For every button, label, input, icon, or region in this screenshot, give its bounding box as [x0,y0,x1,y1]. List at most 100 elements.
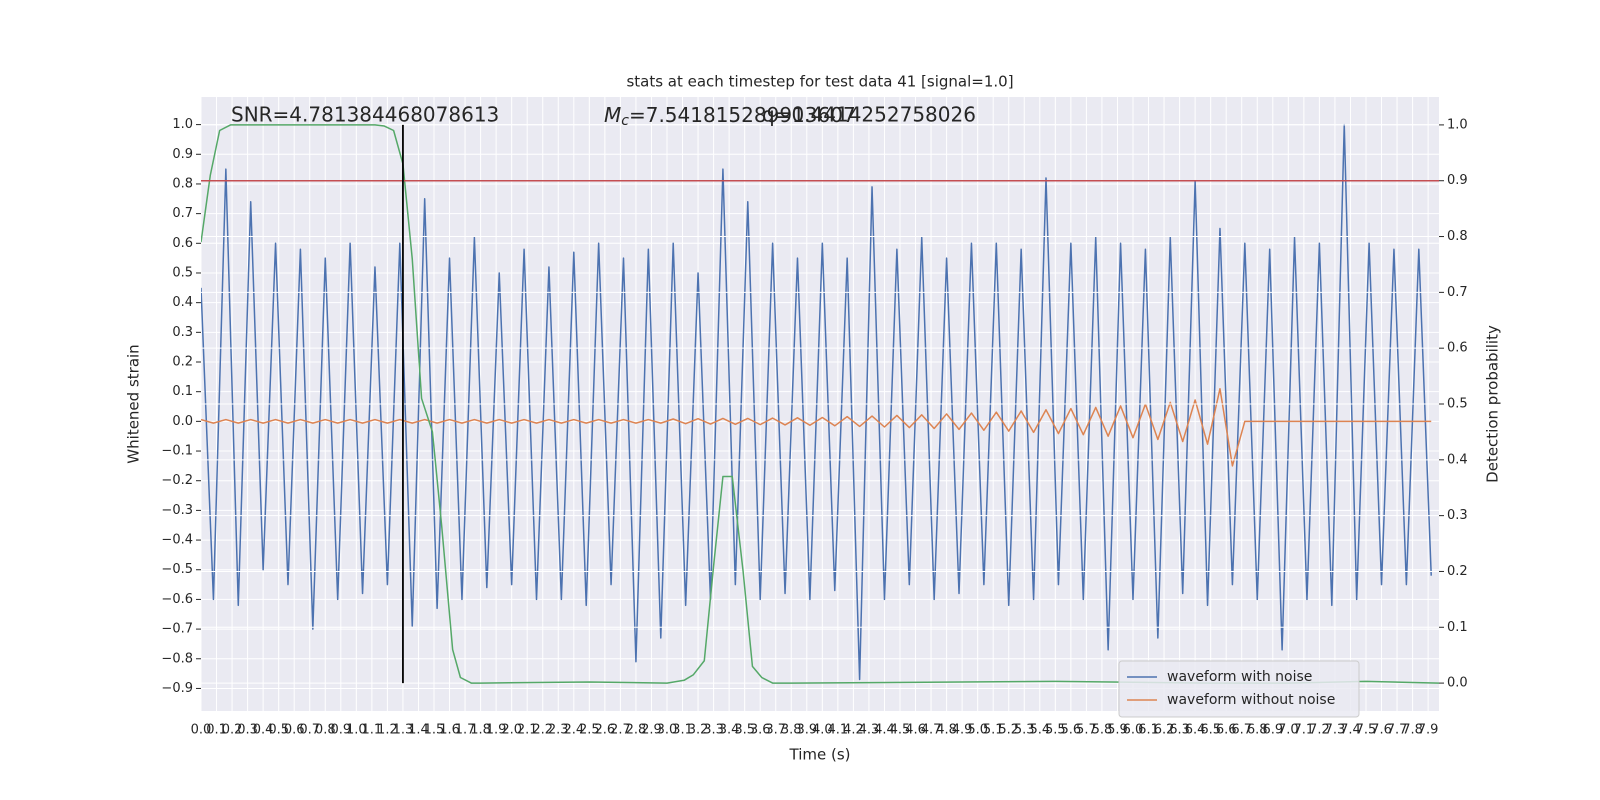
x-tick-label: 4.5 [890,723,911,738]
x-tick-label: 1.5 [424,723,445,738]
x-tick-label: 7.2 [1309,723,1330,738]
x-tick-label: 1.7 [455,723,476,738]
legend: waveform with noise waveform without nois… [1118,660,1360,718]
x-tick-label: 4.3 [859,723,880,738]
x-tick-label: 3.6 [750,723,771,738]
series-line [201,124,1439,684]
axes: 0.00.10.20.30.40.50.60.70.80.91.01.11.21… [161,117,1467,737]
x-tick-label: 0.1 [206,723,227,738]
y-tick-label: 0.4 [172,295,193,310]
x-tick-label: 1.3 [393,723,414,738]
x-tick-label: 7.4 [1340,723,1361,738]
x-tick-label: 2.0 [501,723,522,738]
y2-axis-label: Detection probability [1484,325,1502,483]
y2-tick-label: 0.9 [1447,173,1468,188]
x-tick-label: 7.8 [1402,723,1423,738]
x-tick-label: 2.1 [517,723,538,738]
x-tick-label: 1.2 [377,723,398,738]
chart-title: stats at each timestep for test data 41 … [626,73,1013,91]
x-tick-label: 2.8 [626,723,647,738]
annotation-value: =7.541815289913607 [629,103,856,127]
x-tick-label: 4.7 [921,723,942,738]
x-tick-label: 2.3 [548,723,569,738]
y-tick-label: 0.8 [172,176,193,191]
y2-tick-label: 0.4 [1447,452,1468,467]
y2-tick-label: 0.7 [1447,285,1468,300]
x-tick-label: 6.1 [1138,723,1159,738]
annotation: q=0.4414252758026 [762,103,976,127]
x-tick-label: 4.1 [828,723,849,738]
y2-tick-label: 0.5 [1447,397,1468,412]
x-tick-label: 5.8 [1092,723,1113,738]
x-tick-label: 6.5 [1200,723,1221,738]
x-tick-label: 3.3 [703,723,724,738]
x-tick-label: 2.6 [595,723,616,738]
x-tick-label: 3.2 [688,723,709,738]
x-tick-label: 0.9 [330,723,351,738]
annotation: Mc=7.541815289913607 [604,103,856,130]
y-tick-label: −0.4 [161,533,193,548]
y-tick-label: 0.5 [172,265,193,280]
y-tick-label: −0.5 [161,562,193,577]
y-tick-label: 1.0 [172,117,193,132]
x-tick-label: 0.2 [222,723,243,738]
annotation: SNR=4.781384468078613 [231,103,499,127]
x-tick-label: 1.4 [408,723,429,738]
x-tick-label: 1.6 [439,723,460,738]
x-tick-label: 3.1 [672,723,693,738]
x-tick-label: 7.7 [1387,723,1408,738]
annotation-symbol: M [604,103,621,127]
x-tick-label: 5.9 [1107,723,1128,738]
x-tick-label: 1.8 [470,723,491,738]
x-tick-label: 4.8 [936,723,957,738]
y-tick-label: −0.6 [161,592,193,607]
x-tick-label: 5.5 [1045,723,1066,738]
x-tick-label: 6.4 [1185,723,1206,738]
x-axis-label: Time (s) [789,746,851,764]
x-tick-label: 7.9 [1418,723,1439,738]
x-tick-label: 2.5 [579,723,600,738]
x-tick-label: 3.4 [719,723,740,738]
x-tick-label: 0.7 [299,723,320,738]
x-tick-label: 7.5 [1356,723,1377,738]
y-tick-label: 0.1 [172,384,193,399]
x-tick-label: 6.9 [1262,723,1283,738]
x-tick-label: 0.4 [253,723,274,738]
y-tick-label: −0.7 [161,622,193,637]
y2-tick-label: 1.0 [1447,117,1468,132]
x-tick-label: 4.4 [874,723,895,738]
x-tick-label: 2.7 [610,723,631,738]
legend-label: waveform with noise [1167,669,1312,685]
x-tick-label: 3.9 [796,723,817,738]
x-tick-label: 2.4 [563,723,584,738]
x-tick-label: 0.8 [315,723,336,738]
y2-tick-label: 0.2 [1447,564,1468,579]
y-tick-label: −0.1 [161,444,193,459]
y-tick-label: 0.3 [172,325,193,340]
x-tick-label: 6.6 [1216,723,1237,738]
legend-box [1118,660,1360,718]
x-tick-label: 4.6 [905,723,926,738]
x-tick-label: 0.5 [268,723,289,738]
x-tick-label: 5.0 [967,723,988,738]
x-tick-label: 6.2 [1154,723,1175,738]
x-tick-label: 0.3 [237,723,258,738]
y-tick-label: 0.6 [172,236,193,251]
x-tick-label: 5.6 [1061,723,1082,738]
x-tick-label: 7.6 [1371,723,1392,738]
y2-tick-label: 0.3 [1447,508,1468,523]
x-tick-label: 4.0 [812,723,833,738]
x-tick-label: 1.0 [346,723,367,738]
plot-marks [201,123,1439,684]
y-tick-label: 0.0 [172,414,193,429]
x-tick-label: 2.9 [641,723,662,738]
x-tick-label: 5.2 [998,723,1019,738]
y2-tick-label: 0.8 [1447,229,1468,244]
x-tick-label: 5.4 [1029,723,1050,738]
x-tick-label: 3.5 [734,723,755,738]
y-tick-label: −0.8 [161,651,193,666]
x-tick-label: 6.7 [1231,723,1252,738]
annotation-subscript: c [621,113,629,129]
